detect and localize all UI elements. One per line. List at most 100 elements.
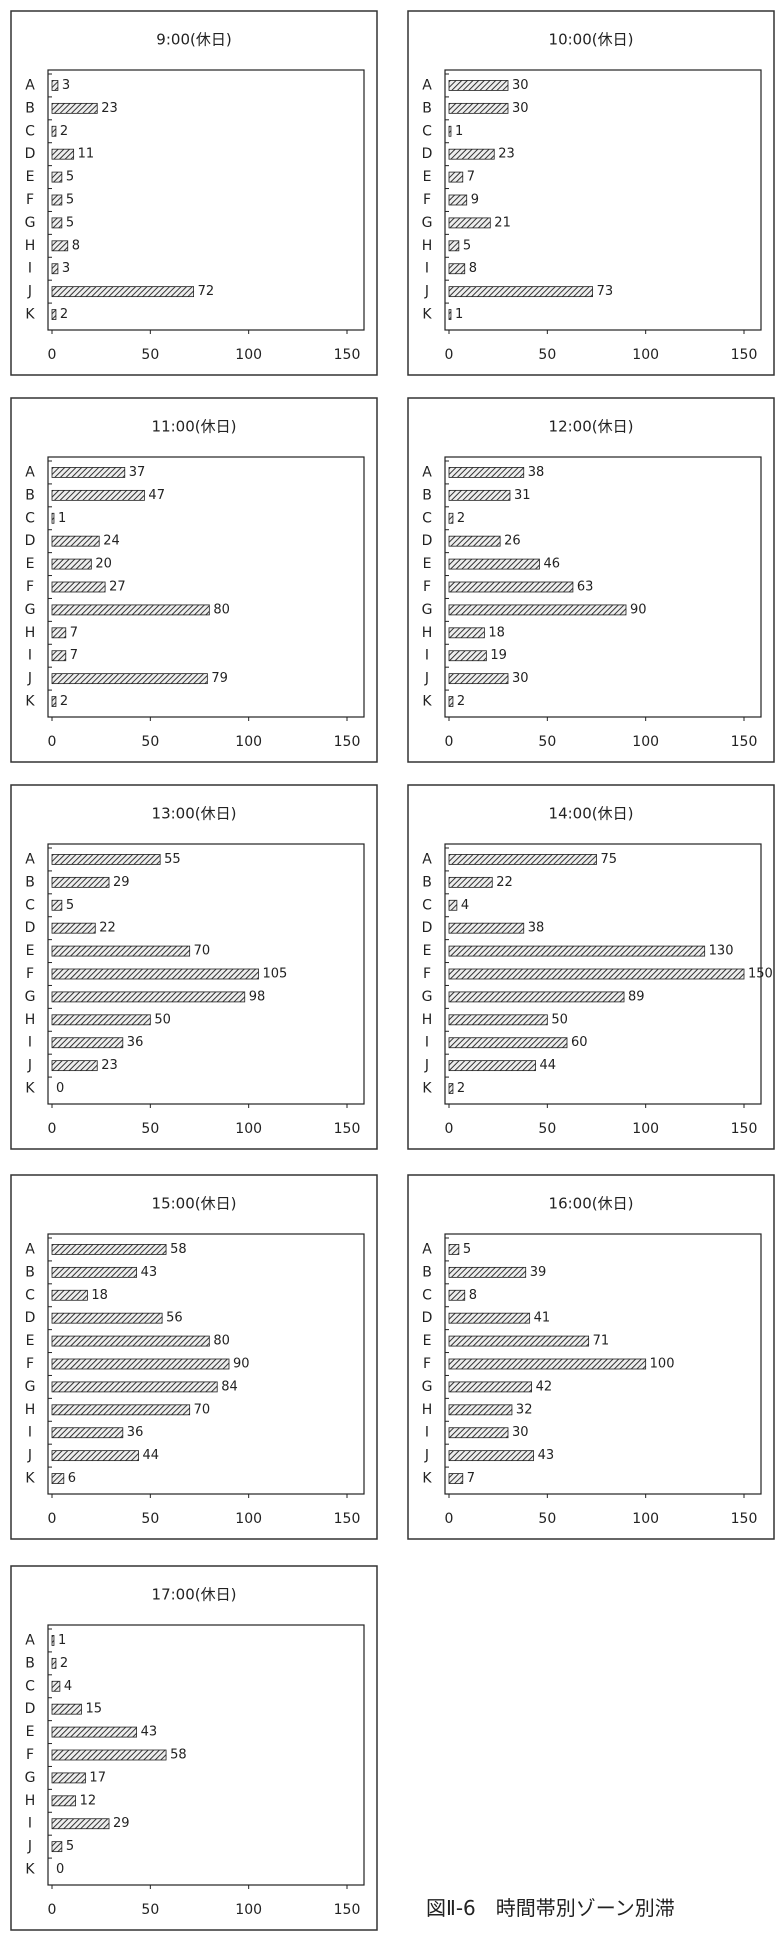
y-tick-label: G: [25, 1770, 36, 1786]
bar: [448, 1014, 548, 1026]
chart-panel: 9:00(休日) 0 50 100 150 A 3 B 23 C 2 D 11 E 5 F 5 G 5 H 8 I 3 J 72…: [10, 10, 378, 376]
y-tick-label: J: [424, 1448, 429, 1464]
y-tick-label: C: [25, 1287, 35, 1303]
data-label: 2: [457, 694, 465, 709]
caption: 図Ⅱ-6 時間帯別ゾーン別滞: [426, 1896, 675, 1920]
bar: [51, 217, 63, 229]
x-tick-label: 100: [632, 734, 659, 750]
bar: [448, 1060, 536, 1072]
data-label: 43: [538, 1448, 555, 1463]
bar: [51, 945, 191, 957]
x-tick-label: 50: [141, 1121, 159, 1137]
bar: [448, 194, 468, 206]
bar: [51, 876, 110, 888]
data-label: 80: [213, 602, 230, 617]
bar: [51, 899, 63, 911]
data-label: 31: [514, 488, 531, 503]
bar: [448, 240, 460, 252]
bar: [448, 673, 509, 685]
bar: [51, 1703, 82, 1715]
data-label: 30: [512, 78, 529, 93]
y-tick-label: G: [25, 1379, 36, 1395]
y-tick-label: C: [25, 510, 35, 526]
y-tick-label: I: [425, 648, 429, 664]
x-tick-label: 100: [235, 1121, 262, 1137]
data-label: 9: [471, 193, 479, 208]
data-label: 50: [154, 1012, 171, 1027]
data-label: 36: [127, 1425, 144, 1440]
y-tick-label: I: [28, 1425, 32, 1441]
chart-title: 11:00(休日): [152, 418, 237, 436]
y-tick-label: H: [422, 1012, 433, 1028]
bar: [448, 1312, 531, 1324]
data-label: 0: [56, 1862, 64, 1877]
data-label: 1: [455, 124, 463, 139]
bar: [51, 171, 63, 183]
data-label: 73: [597, 284, 614, 299]
y-tick-label: A: [25, 464, 35, 480]
bar: [51, 309, 57, 320]
plot-frame: [444, 843, 762, 1105]
y-tick-label: G: [25, 215, 36, 231]
y-tick-label: F: [26, 579, 34, 595]
bar: [51, 194, 63, 206]
data-label: 8: [72, 238, 80, 253]
data-label: 21: [494, 215, 511, 230]
panel-border: [407, 397, 775, 763]
data-label: 37: [129, 465, 146, 480]
bar: [448, 899, 458, 911]
data-label: 20: [95, 557, 112, 572]
bar: [51, 1635, 55, 1646]
data-label: 4: [461, 898, 469, 913]
bar: [51, 1772, 86, 1784]
y-tick-label: I: [28, 648, 32, 664]
bar: [51, 1266, 137, 1278]
y-tick-label: F: [423, 1356, 431, 1372]
bar: [51, 125, 57, 137]
bar: [51, 1335, 210, 1347]
data-label: 8: [469, 261, 477, 276]
y-tick-label: D: [422, 146, 433, 162]
bar: [448, 535, 501, 547]
bar: [448, 1244, 460, 1255]
data-label: 5: [66, 215, 74, 230]
y-tick-label: C: [422, 510, 432, 526]
x-tick-label: 150: [334, 734, 361, 750]
data-label: 15: [86, 1702, 103, 1717]
y-tick-label: G: [422, 215, 433, 231]
data-label: 2: [457, 1081, 465, 1096]
y-tick-label: B: [25, 487, 35, 503]
x-tick-label: 150: [731, 347, 758, 363]
bar: [51, 467, 126, 478]
bar: [448, 854, 597, 865]
bar: [448, 1381, 532, 1393]
bar: [51, 1404, 191, 1416]
data-label: 5: [463, 1242, 471, 1257]
x-tick-label: 50: [141, 1511, 159, 1527]
bar: [51, 512, 55, 524]
data-label: 5: [66, 170, 74, 185]
y-tick-label: C: [422, 1287, 432, 1303]
bar: [51, 1289, 88, 1301]
x-tick-label: 50: [141, 734, 159, 750]
x-tick-label: 50: [538, 1121, 556, 1137]
bar: [448, 581, 574, 593]
bar: [51, 80, 59, 91]
bar: [448, 217, 491, 229]
y-tick-label: H: [422, 238, 433, 254]
bar: [448, 263, 466, 275]
bar: [51, 696, 57, 707]
y-tick-label: A: [25, 851, 35, 867]
bar: [448, 650, 487, 662]
data-label: 23: [498, 147, 515, 162]
data-label: 100: [650, 1357, 675, 1372]
data-label: 39: [530, 1265, 547, 1280]
plot-frame: [444, 69, 762, 331]
panel-border: [10, 784, 378, 1150]
y-tick-label: K: [422, 1081, 432, 1097]
panel-border: [10, 397, 378, 763]
bar: [51, 991, 246, 1003]
bar: [51, 854, 161, 865]
bar: [448, 696, 454, 707]
y-tick-label: E: [26, 1333, 35, 1349]
